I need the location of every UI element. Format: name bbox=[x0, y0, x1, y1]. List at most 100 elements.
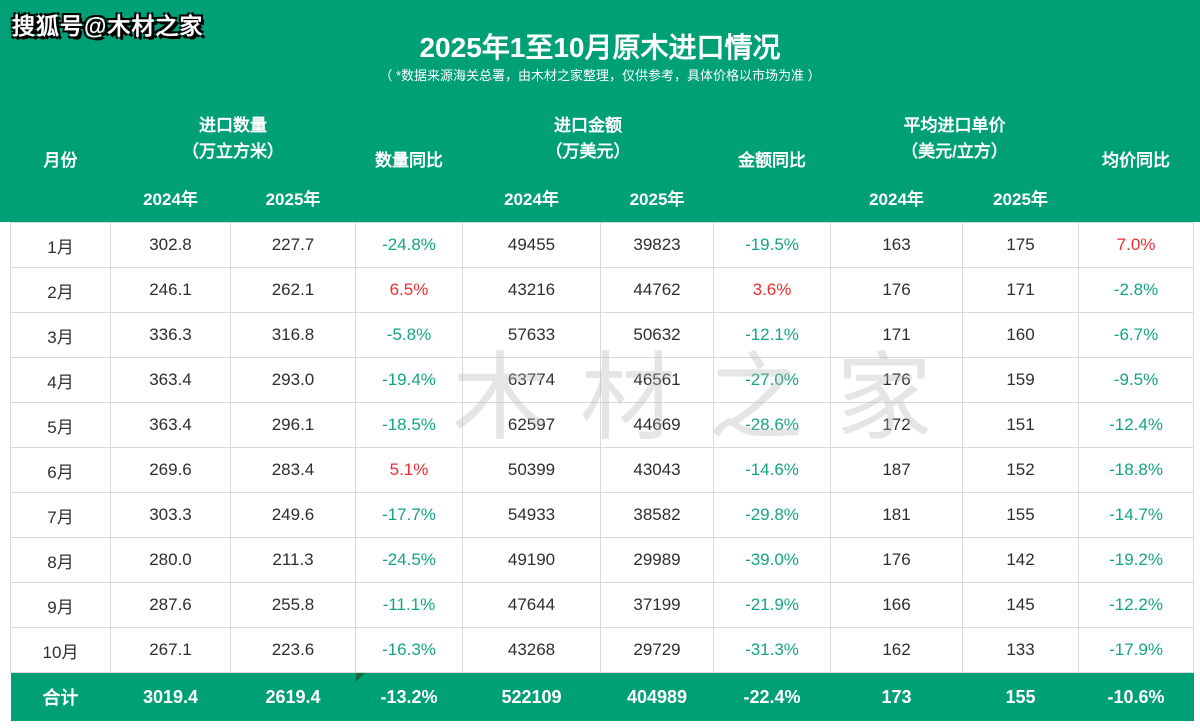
table-cell: 5.1% bbox=[355, 447, 463, 493]
col-header-amount-group: 进口金额 （万美元） bbox=[463, 100, 714, 178]
table-cell: 246.1 bbox=[110, 267, 231, 313]
table-cell: -17.7% bbox=[355, 492, 463, 538]
table-cell: -18.8% bbox=[1078, 447, 1195, 493]
month-cell: 1月 bbox=[10, 222, 111, 268]
import-data-table: 月份 进口数量 （万立方米） 数量同比 进口金额 （万美元） 金额同比 平均进口… bbox=[10, 100, 1195, 721]
table-row: 9月 287.6 255.8 -11.1% 47644 37199 -21.9% 166 145… bbox=[10, 582, 1195, 628]
month-cell: 2月 bbox=[10, 267, 111, 313]
col-header-price-2025: 2025年 bbox=[993, 189, 1048, 209]
table-cell: -5.8% bbox=[355, 312, 463, 358]
data-source-note: （ *数据来源海关总署，由木材之家整理，仅供参考，具体价格以市场为准 ） bbox=[379, 68, 821, 83]
table-row: 1月 302.8 227.7 -24.8% 49455 39823 -19.5% 163 175… bbox=[10, 222, 1195, 268]
table-cell: -12.2% bbox=[1078, 582, 1195, 628]
table-cell: 166 bbox=[830, 582, 963, 628]
total-label-cell: 合计 bbox=[10, 672, 111, 721]
table-cell: 363.4 bbox=[110, 402, 231, 448]
month-cell: 6月 bbox=[10, 447, 111, 493]
table-cell: 44762 bbox=[600, 267, 714, 313]
total-row: 合计 3019.4 2619.4 -13.2% 522109 404989 -2… bbox=[10, 672, 1194, 721]
table-cell: 37199 bbox=[600, 582, 714, 628]
table-cell: 3.6% bbox=[713, 267, 831, 313]
col-header-amt-2025: 2025年 bbox=[629, 189, 685, 209]
col-header-amt-2024: 2024年 bbox=[504, 189, 559, 209]
table-cell: 62597 bbox=[462, 402, 601, 448]
table-row: 2月 246.1 262.1 6.5% 43216 44762 3.6% 176 171 -2.8… bbox=[10, 267, 1195, 313]
table-cell: -39.0% bbox=[713, 537, 831, 583]
table-cell: 133 bbox=[961, 627, 1080, 673]
table-cell: 49455 bbox=[462, 222, 601, 268]
table-cell: 145 bbox=[961, 582, 1080, 628]
table-cell: -27.0% bbox=[713, 357, 831, 403]
quantity-group-title: 进口数量 bbox=[199, 115, 267, 135]
table-cell: 280.0 bbox=[110, 537, 231, 583]
table-cell: -19.5% bbox=[713, 222, 831, 268]
table-cell: 176 bbox=[830, 357, 963, 403]
cell-corner-marker-icon bbox=[355, 673, 365, 682]
table-cell: 63774 bbox=[462, 357, 601, 403]
total-cell: 3019.4 bbox=[110, 672, 231, 721]
table-cell: -17.9% bbox=[1078, 627, 1195, 673]
month-cell: 7月 bbox=[10, 492, 111, 538]
total-cell: 404989 bbox=[600, 672, 714, 721]
table-cell: -12.1% bbox=[713, 312, 831, 358]
total-cell: 2619.4 bbox=[230, 672, 356, 721]
table-cell: 160 bbox=[961, 312, 1080, 358]
table-cell: 172 bbox=[830, 402, 963, 448]
amount-group-unit: （万美元） bbox=[545, 142, 631, 161]
table-cell: -11.1% bbox=[355, 582, 463, 628]
header-group-row: 月份 进口数量 （万立方米） 数量同比 进口金额 （万美元） 金额同比 平均进口… bbox=[11, 100, 1194, 178]
table-cell: 181 bbox=[830, 492, 963, 538]
table-row: 10月 267.1 223.6 -16.3% 43268 29729 -31.3% 162 13… bbox=[10, 627, 1195, 673]
table-cell: 283.4 bbox=[230, 447, 356, 493]
table-cell: -6.7% bbox=[1078, 312, 1195, 358]
table-cell: 43216 bbox=[462, 267, 601, 313]
table-cell: 249.6 bbox=[230, 492, 356, 538]
table-cell: 187 bbox=[830, 447, 963, 493]
table-cell: 50399 bbox=[462, 447, 601, 493]
total-cell: 522109 bbox=[462, 672, 601, 721]
table-cell: 293.0 bbox=[230, 357, 356, 403]
table-cell: 223.6 bbox=[230, 627, 356, 673]
table-cell: 29989 bbox=[600, 537, 714, 583]
table-cell: 163 bbox=[830, 222, 963, 268]
table-cell: 287.6 bbox=[110, 582, 231, 628]
col-header-month: 月份 bbox=[43, 150, 78, 170]
month-cell: 3月 bbox=[10, 312, 111, 358]
table-cell: 171 bbox=[961, 267, 1080, 313]
table-cell: -14.6% bbox=[713, 447, 831, 493]
table-cell: -24.8% bbox=[355, 222, 463, 268]
table-cell: -18.5% bbox=[355, 402, 463, 448]
table-cell: 151 bbox=[961, 402, 1080, 448]
col-header-quantity-group: 进口数量 （万立方米） bbox=[111, 100, 356, 178]
table-cell: 155 bbox=[961, 492, 1080, 538]
table-cell: -19.2% bbox=[1078, 537, 1195, 583]
price-group-unit: （美元/立方） bbox=[901, 142, 1008, 161]
col-header-amount-yoy: 金额同比 bbox=[738, 150, 806, 170]
table-row: 4月 363.4 293.0 -19.4% 63774 46561 -27.0% 176 159… bbox=[10, 357, 1195, 403]
month-cell: 4月 bbox=[10, 357, 111, 403]
amount-group-title: 进口金额 bbox=[554, 115, 622, 135]
total-cell-value: -13.2% bbox=[380, 686, 438, 707]
table-cell: 227.7 bbox=[230, 222, 356, 268]
table-cell: 44669 bbox=[600, 402, 714, 448]
table-cell: -28.6% bbox=[713, 402, 831, 448]
table-cell: 255.8 bbox=[230, 582, 356, 628]
quantity-group-unit: （万立方米） bbox=[182, 142, 284, 161]
table-cell: -9.5% bbox=[1078, 357, 1195, 403]
table-cell: 336.3 bbox=[110, 312, 231, 358]
table-cell: -31.3% bbox=[713, 627, 831, 673]
table-cell: 43268 bbox=[462, 627, 601, 673]
table-row: 6月 269.6 283.4 5.1% 50399 43043 -14.6% 187 152 -1… bbox=[10, 447, 1195, 493]
table-row: 3月 336.3 316.8 -5.8% 57633 50632 -12.1% 171 160-… bbox=[10, 312, 1195, 358]
month-cell: 5月 bbox=[10, 402, 111, 448]
header-year-row: 2024年 2025年 2024年 2025年 2024年 2025年 bbox=[11, 178, 1194, 223]
table-cell: 50632 bbox=[600, 312, 714, 358]
table-cell: 303.3 bbox=[110, 492, 231, 538]
table-cell: 175 bbox=[961, 222, 1080, 268]
table-cell: 262.1 bbox=[230, 267, 356, 313]
table-header: 月份 进口数量 （万立方米） 数量同比 进口金额 （万美元） 金额同比 平均进口… bbox=[11, 100, 1194, 223]
table-cell: 211.3 bbox=[230, 537, 356, 583]
table-cell: -2.8% bbox=[1078, 267, 1195, 313]
table-cell: 38582 bbox=[600, 492, 714, 538]
table-cell: 43043 bbox=[600, 447, 714, 493]
